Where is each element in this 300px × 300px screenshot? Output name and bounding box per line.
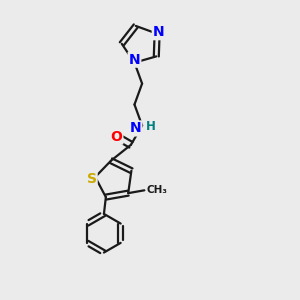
- Text: N: N: [129, 53, 140, 67]
- Text: CH₃: CH₃: [147, 185, 168, 195]
- Text: N: N: [130, 122, 141, 136]
- Text: N: N: [153, 25, 164, 39]
- Text: S: S: [87, 172, 97, 185]
- Text: O: O: [110, 130, 122, 144]
- Text: H: H: [146, 121, 155, 134]
